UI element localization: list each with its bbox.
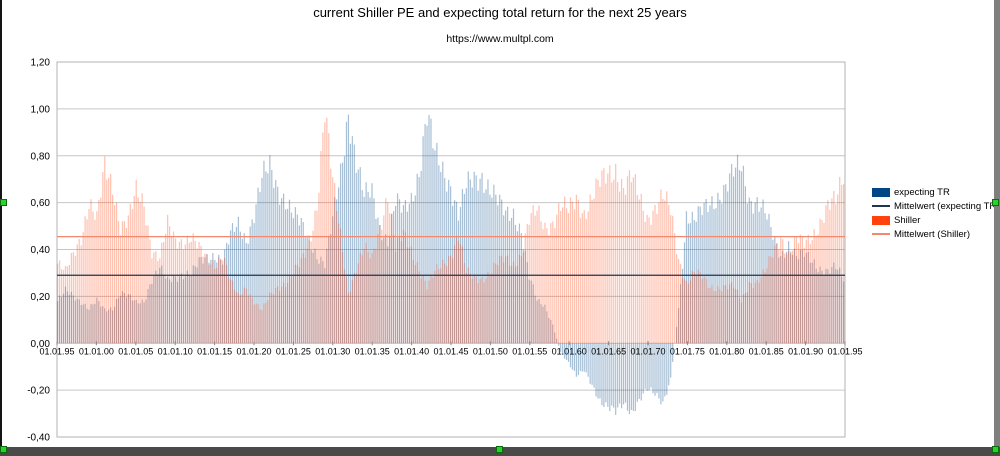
right-scrollbar-strip[interactable] xyxy=(994,0,1000,456)
x-tick-label: 01.01.20 xyxy=(236,346,271,356)
x-tick-label: 01.01.05 xyxy=(118,346,153,356)
x-tick-label: 01.01.75 xyxy=(670,346,705,356)
x-tick-label: 01.01.95 xyxy=(827,346,862,356)
chart-subtitle: https://www.multpl.com xyxy=(446,33,554,45)
x-tick-label: 01.01.95 xyxy=(39,346,74,356)
y-tick-label: -0,20 xyxy=(27,386,50,397)
legend-label: Shiller xyxy=(894,214,921,226)
legend-color-swatch xyxy=(872,215,890,225)
y-tick-label: 0,20 xyxy=(31,292,51,303)
legend-item-mittelwert-shiller[interactable]: Mittelwert (Shiller) xyxy=(872,228,999,240)
x-tick-label: 01.01.25 xyxy=(276,346,311,356)
x-tick-label: 01.01.10 xyxy=(158,346,193,356)
x-tick-label: 01.01.80 xyxy=(709,346,744,356)
y-tick-label: 1,20 xyxy=(31,58,51,69)
x-tick-label: 01.01.40 xyxy=(394,346,429,356)
x-tick-label: 01.01.90 xyxy=(788,346,823,356)
x-tick-label: 01.01.45 xyxy=(433,346,468,356)
x-tick-label: 01.01.35 xyxy=(355,346,390,356)
x-tick-label: 01.01.50 xyxy=(473,346,508,356)
selection-handle-bottom-left[interactable] xyxy=(0,446,7,453)
x-tick-label: 01.01.00 xyxy=(79,346,114,356)
legend-color-swatch xyxy=(872,187,890,197)
y-tick-label: 0,00 xyxy=(31,339,51,350)
y-tick-label: 1,00 xyxy=(31,104,51,115)
x-tick-label: 01.01.30 xyxy=(315,346,350,356)
legend-line-swatch xyxy=(872,205,890,207)
chart-legend[interactable]: expecting TR Mittelwert (expecting TR) Shi… xyxy=(872,187,999,243)
selection-handle-bottom-center[interactable] xyxy=(496,446,503,453)
y-tick-label: 0,80 xyxy=(31,151,51,162)
chart-title: current Shiller PE and expecting total r… xyxy=(313,5,687,20)
x-tick-label: 01.01.65 xyxy=(591,346,626,356)
legend-label: expecting TR xyxy=(894,186,950,198)
x-tick-label: 01.01.55 xyxy=(512,346,547,356)
series-shiller xyxy=(57,117,845,344)
selection-handle-bottom-right[interactable] xyxy=(992,446,999,453)
legend-label: Mittelwert (expecting TR) xyxy=(894,200,1000,212)
x-axis-labels: 01.01.95 01.01.00 01.01.05 01.01.10 01.01.15… xyxy=(39,341,863,356)
x-tick-label: 01.01.15 xyxy=(197,346,232,356)
legend-item-shiller[interactable]: Shiller xyxy=(872,214,999,226)
x-tick-label: 01.01.85 xyxy=(749,346,784,356)
window-left-border xyxy=(0,0,2,456)
y-tick-label: 0,40 xyxy=(31,245,51,256)
y-tick-label: -0,40 xyxy=(27,433,50,444)
y-tick-label: 0,60 xyxy=(31,198,51,209)
selection-handle-left-middle[interactable] xyxy=(0,199,7,206)
legend-item-expecting-tr[interactable]: expecting TR xyxy=(872,186,999,198)
selection-handle-right-middle[interactable] xyxy=(992,199,999,206)
x-tick-label: 01.01.70 xyxy=(630,346,665,356)
x-tick-label: 01.01.60 xyxy=(552,346,587,356)
legend-line-swatch xyxy=(872,233,890,235)
gridlines xyxy=(56,61,846,438)
legend-label: Mittelwert (Shiller) xyxy=(894,228,971,240)
y-axis-labels: 1,20 1,00 0,80 0,60 0,40 0,20 0,00 -0,20 -0,40 xyxy=(27,58,50,444)
legend-item-mittelwert-expecting-tr[interactable]: Mittelwert (expecting TR) xyxy=(872,200,1000,212)
